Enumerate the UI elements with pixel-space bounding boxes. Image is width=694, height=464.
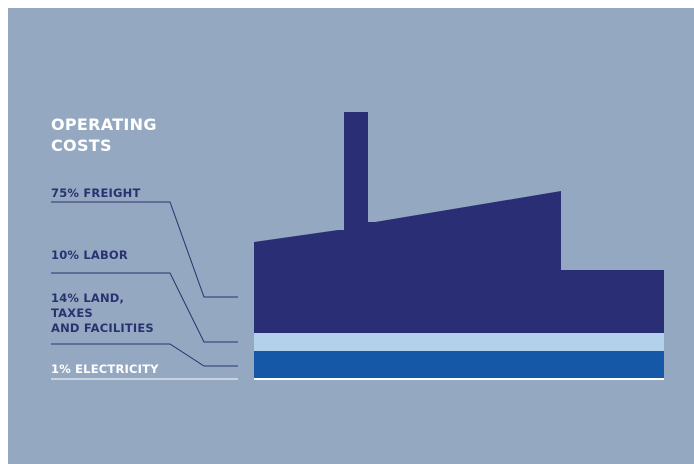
label-electricity-text: 1% ELECTRICITY [51, 362, 159, 376]
factory-cost-diagram [51, 112, 664, 380]
leader-line-labor [51, 272, 238, 343]
title-line-1: OPERATING [51, 115, 157, 134]
label-land-line-1: 14% LAND, [51, 291, 125, 305]
infographic-panel: OPERATING COSTS 75% FREIGHT 10% LABOR 14… [8, 8, 694, 464]
labor-band [254, 333, 664, 351]
label-land-line-2: TAXES [51, 306, 93, 320]
leader-line-freight [51, 201, 238, 298]
land-taxes-facilities-band [254, 351, 664, 378]
label-freight-text: 75% FREIGHT [51, 186, 141, 200]
label-freight: 75% FREIGHT [51, 186, 140, 201]
leader-line-land [51, 343, 238, 367]
factory-freight-block [254, 112, 664, 333]
label-land-line-3: AND FACILITIES [51, 321, 154, 335]
label-land-taxes-facilities: 14% LAND, TAXES AND FACILITIES [51, 291, 154, 336]
diagram-title: OPERATING COSTS [51, 114, 157, 156]
title-line-2: COSTS [51, 136, 112, 155]
label-labor-text: 10% LABOR [51, 248, 128, 262]
label-electricity: 1% ELECTRICITY [51, 362, 159, 377]
label-labor: 10% LABOR [51, 248, 128, 263]
electricity-band [254, 378, 664, 380]
